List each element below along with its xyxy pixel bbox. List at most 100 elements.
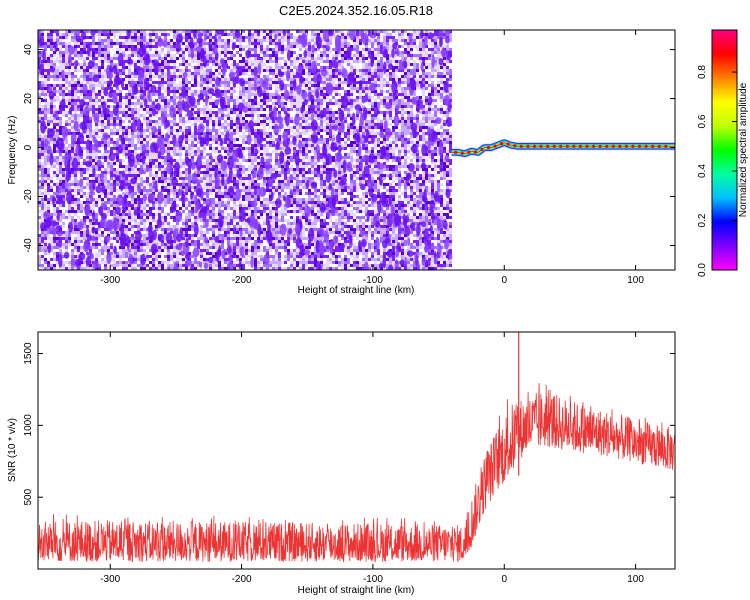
noise-cell bbox=[98, 72, 101, 75]
noise-cell bbox=[182, 54, 185, 57]
noise-cell bbox=[182, 60, 185, 63]
noise-cell bbox=[245, 69, 248, 72]
noise-cell bbox=[194, 165, 197, 168]
noise-cell bbox=[77, 81, 80, 84]
noise-cell bbox=[47, 153, 50, 156]
noise-cell bbox=[191, 204, 194, 207]
noise-cell bbox=[212, 207, 215, 210]
noise-cell bbox=[89, 210, 92, 213]
noise-cell bbox=[227, 81, 230, 84]
noise-cell bbox=[44, 135, 47, 138]
noise-cell bbox=[233, 147, 236, 150]
noise-cell bbox=[134, 63, 137, 66]
noise-cell bbox=[206, 267, 209, 270]
noise-cell bbox=[173, 102, 176, 105]
noise-cell bbox=[44, 87, 47, 90]
noise-cell bbox=[236, 225, 239, 228]
noise-cell bbox=[242, 243, 245, 246]
noise-cell bbox=[269, 195, 272, 198]
noise-cell bbox=[125, 57, 128, 60]
noise-cell bbox=[86, 42, 89, 45]
noise-cell bbox=[170, 147, 173, 150]
noise-cell bbox=[116, 87, 119, 90]
noise-cell bbox=[194, 111, 197, 114]
noise-cell bbox=[242, 171, 245, 174]
noise-cell bbox=[110, 114, 113, 117]
noise-cell bbox=[167, 66, 170, 69]
noise-cell bbox=[53, 120, 56, 123]
noise-cell bbox=[119, 219, 122, 222]
noise-cell bbox=[272, 192, 275, 195]
noise-cell bbox=[236, 66, 239, 69]
noise-cell bbox=[149, 99, 152, 102]
noise-cell bbox=[161, 177, 164, 180]
noise-cell bbox=[107, 189, 110, 192]
noise-cell bbox=[101, 33, 104, 36]
noise-cell bbox=[68, 105, 71, 108]
noise-cell bbox=[152, 30, 155, 33]
noise-cell bbox=[263, 120, 266, 123]
noise-cell bbox=[209, 81, 212, 84]
noise-cell bbox=[185, 132, 188, 135]
noise-cell bbox=[122, 192, 125, 195]
noise-cell bbox=[158, 249, 161, 252]
noise-cell bbox=[65, 54, 68, 57]
noise-cell bbox=[77, 210, 80, 213]
noise-cell bbox=[59, 69, 62, 72]
noise-cell bbox=[230, 126, 233, 129]
noise-cell bbox=[152, 66, 155, 69]
noise-cell bbox=[110, 243, 113, 246]
noise-cell bbox=[74, 174, 77, 177]
noise-cell bbox=[173, 117, 176, 120]
noise-cell bbox=[224, 54, 227, 57]
noise-cell bbox=[215, 219, 218, 222]
noise-cell bbox=[227, 228, 230, 231]
noise-cell bbox=[62, 84, 65, 87]
noise-cell bbox=[224, 219, 227, 222]
noise-cell bbox=[41, 258, 44, 261]
noise-cell bbox=[254, 51, 257, 54]
noise-cell bbox=[137, 117, 140, 120]
noise-cell bbox=[260, 84, 263, 87]
noise-cell bbox=[215, 105, 218, 108]
noise-cell bbox=[89, 138, 92, 141]
noise-cell bbox=[38, 216, 41, 219]
noise-cell bbox=[44, 261, 47, 264]
noise-cell bbox=[215, 201, 218, 204]
noise-cell bbox=[212, 57, 215, 60]
noise-cell bbox=[101, 72, 104, 75]
noise-cell bbox=[272, 264, 275, 267]
noise-cell bbox=[128, 225, 131, 228]
noise-cell bbox=[161, 180, 164, 183]
noise-cell bbox=[212, 171, 215, 174]
noise-cell bbox=[161, 246, 164, 249]
noise-cell bbox=[122, 213, 125, 216]
noise-cell bbox=[101, 45, 104, 48]
noise-cell bbox=[86, 36, 89, 39]
noise-cell bbox=[176, 225, 179, 228]
noise-cell bbox=[185, 135, 188, 138]
noise-cell bbox=[44, 156, 47, 159]
noise-cell bbox=[221, 123, 224, 126]
noise-cell bbox=[203, 78, 206, 81]
noise-cell bbox=[41, 183, 44, 186]
noise-cell bbox=[155, 114, 158, 117]
noise-cell bbox=[41, 213, 44, 216]
noise-cell bbox=[65, 66, 68, 69]
noise-cell bbox=[146, 120, 149, 123]
noise-cell bbox=[122, 150, 125, 153]
noise-cell bbox=[230, 207, 233, 210]
noise-cell bbox=[47, 141, 50, 144]
noise-cell bbox=[182, 147, 185, 150]
noise-cell bbox=[122, 261, 125, 264]
noise-cell bbox=[53, 108, 56, 111]
noise-cell bbox=[200, 219, 203, 222]
noise-cell bbox=[179, 63, 182, 66]
noise-cell bbox=[203, 177, 206, 180]
noise-cell bbox=[143, 93, 146, 96]
noise-cell bbox=[122, 72, 125, 75]
noise-cell bbox=[227, 204, 230, 207]
noise-cell bbox=[221, 39, 224, 42]
noise-cell bbox=[113, 63, 116, 66]
noise-cell bbox=[131, 96, 134, 99]
